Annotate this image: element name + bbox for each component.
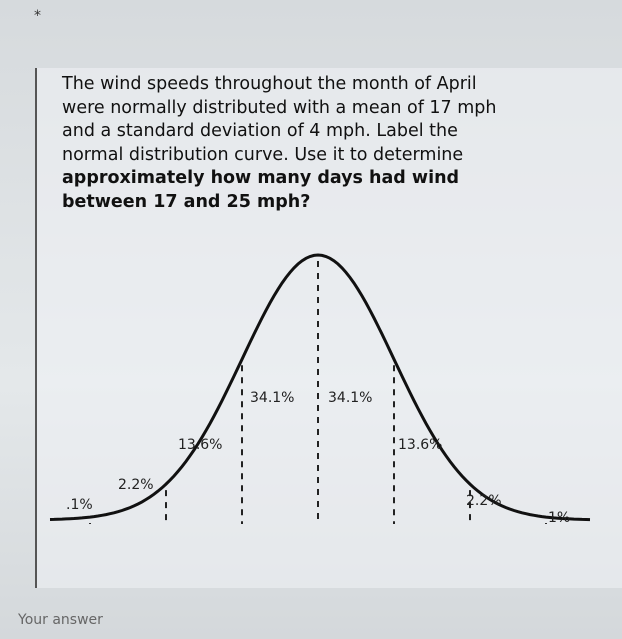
pct-label: 2.2% xyxy=(466,493,502,509)
question-text: The wind speeds throughout the month of … xyxy=(62,73,502,214)
answer-input[interactable]: Your answer xyxy=(18,612,103,628)
pct-label: 1% xyxy=(548,510,570,526)
pct-label: 13.6% xyxy=(178,437,222,453)
pct-label: 34.1% xyxy=(328,390,372,406)
pct-label: 34.1% xyxy=(250,390,294,406)
question-card xyxy=(35,68,622,588)
normal-curve xyxy=(49,253,591,522)
sigma-lines xyxy=(89,261,547,524)
question-body: The wind speeds throughout the month of … xyxy=(62,74,497,165)
pct-label: .1% xyxy=(66,497,93,513)
question-bold: approximately how many days had wind bet… xyxy=(62,168,460,212)
required-mark: * xyxy=(34,8,41,24)
pct-label: 2.2% xyxy=(118,477,154,493)
pct-label: 13.6% xyxy=(398,437,442,453)
